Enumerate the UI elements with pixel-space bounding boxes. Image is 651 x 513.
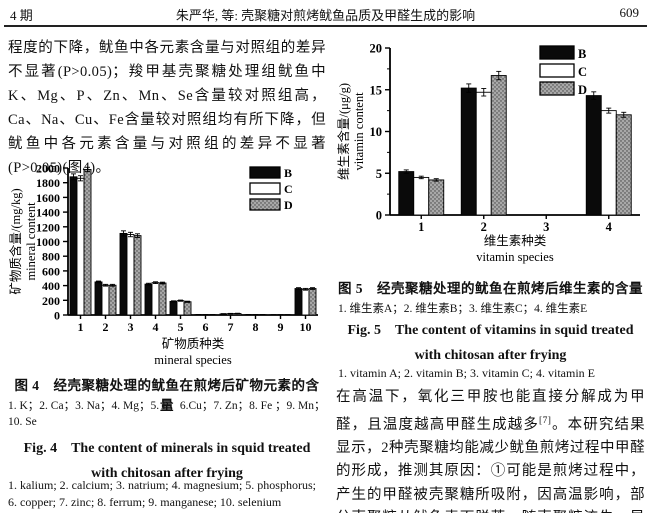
bar-B-1 (69, 176, 78, 316)
x-axis-title-en: vitamin species (476, 250, 554, 264)
y-tick-label: 0 (54, 309, 60, 323)
bar-C-1 (413, 176, 430, 216)
x-tick-label: 10 (300, 320, 312, 334)
x-tick-label: 9 (278, 320, 284, 334)
bar-D-2 (108, 284, 117, 316)
y-tick-label: 10 (370, 125, 383, 139)
bar-B-5 (169, 300, 178, 316)
bar-C-2 (475, 91, 492, 216)
legend-label-C: C (578, 65, 587, 79)
fig5-items-zh: 1. 维生素A；2. 维生素B；3. 维生素C；4. 维生素E (338, 303, 588, 315)
x-tick-label: 4 (153, 320, 159, 334)
y-tick-label: 15 (370, 83, 383, 97)
bar-B-10 (294, 288, 303, 316)
bar-B-1 (398, 171, 415, 216)
bar-B-2 (94, 281, 103, 316)
legend-swatch-C (539, 63, 575, 78)
x-axis-title-zh: 矿物质种类 (162, 337, 225, 351)
page-number: 609 (619, 5, 640, 20)
x-tick-label: 6 (203, 320, 209, 334)
bar-D-2 (490, 75, 507, 216)
x-tick-label: 8 (253, 320, 259, 334)
legend-label-D: D (578, 83, 587, 97)
legend-swatch-B (539, 45, 575, 60)
bar-D-1 (428, 179, 445, 216)
fig4-caption-en: Fig. 4 The content of minerals in squid … (23, 441, 311, 481)
bar-C-2 (101, 284, 110, 316)
y-tick-label: 1200 (36, 220, 60, 234)
y-tick-label: 5 (376, 167, 382, 181)
bar-D-5 (183, 301, 192, 316)
y-tick-label: 1400 (36, 206, 60, 220)
running-title: 朱严华, 等: 壳聚糖对煎烤鱿鱼品质及甲醛生成的影响 (175, 8, 476, 23)
fig4-items-zh: 1. K；2. Ca；3. Na；4. Mg；5. P；6.Cu；7. Zn；8… (8, 400, 326, 428)
paragraph-mineral-discussion: 程度的下降，鱿鱼中各元素含量与对照组的差异不显著(P>0.05)；羧甲基壳聚糖处… (8, 40, 326, 176)
legend-label-C: C (284, 182, 293, 196)
y-tick-label: 20 (370, 42, 383, 56)
header-rule (4, 25, 647, 27)
bar-C-4 (600, 110, 617, 216)
y-axis-title-zh: 维生素含量/(μg/g) (336, 83, 351, 180)
bar-C-10 (301, 288, 310, 316)
legend-swatch-D (249, 198, 281, 211)
fig5-caption-zh: 图 5 经壳聚糖处理的鱿鱼在煎烤后维生素的含量 (337, 281, 644, 296)
x-tick-label: 3 (543, 220, 549, 234)
x-axis-title-zh: 维生素种类 (484, 234, 547, 248)
y-tick-label: 600 (42, 264, 60, 278)
bar-B-3 (119, 232, 128, 316)
bar-C-3 (126, 234, 135, 316)
fig5-items-en: 1. vitamin A; 2. vitamin B; 3. vitamin C… (338, 366, 595, 380)
legend-label-B: B (284, 166, 292, 180)
x-tick-label: 3 (128, 320, 134, 334)
y-axis-title-en: mineral content (24, 202, 38, 281)
bar-B-2 (460, 87, 477, 216)
x-tick-label: 2 (103, 320, 109, 334)
bar-C-1 (76, 177, 85, 316)
paragraph-text-before-ref: 在高温下，氧化三甲胺也能直接分解成为甲醛，且温度越高甲醛生成越多 (336, 389, 645, 433)
bar-D-3 (133, 235, 142, 316)
y-tick-label: 0 (376, 209, 382, 223)
legend-label-B: B (578, 47, 586, 61)
vitamin-bar-chart: 0 5 10 15 20 1 2 3 4 维生素含量/(μg/g) vitamin content 维… (336, 42, 640, 264)
x-tick-label: 7 (228, 320, 234, 334)
page-header: 4 期 朱严华, 等: 壳聚糖对煎烤鱿鱼品质及甲醛生成的影响 609 (0, 5, 651, 23)
x-tick-label: 2 (481, 220, 487, 234)
reference-superscript: [7] (539, 415, 552, 426)
paragraph-formaldehyde-discussion: 在高温下，氧化三甲胺也能直接分解成为甲醛，且温度越高甲醛生成越多[7]。本研究结… (336, 386, 645, 513)
x-tick-label: 1 (78, 320, 84, 334)
y-tick-label: 200 (42, 294, 60, 308)
bar-B-4 (585, 95, 602, 216)
bar-D-1 (83, 169, 92, 316)
bar-D-10 (308, 288, 317, 316)
bar-D-4 (615, 114, 632, 216)
y-axis-title-en: vitamin content (352, 92, 366, 171)
fig4-items-en: 1. kalium; 2. calcium; 3. natrium; 4. ma… (8, 478, 316, 509)
y-tick-label: 2000 (36, 162, 60, 176)
issue-number: 4 期 (10, 8, 33, 23)
legend-swatch-B (249, 166, 281, 179)
y-tick-label: 400 (42, 279, 60, 293)
legend-swatch-C (249, 182, 281, 195)
fig4-caption-zh: 图 4 经壳聚糖处理的鱿鱼在煎烤后矿物元素的含量 (14, 378, 320, 413)
bar-B-4 (144, 283, 153, 316)
y-tick-label: 1800 (36, 176, 60, 190)
x-axis-title-en: mineral species (154, 353, 232, 367)
y-tick-label: 1000 (36, 235, 60, 249)
x-tick-label: 4 (606, 220, 613, 234)
bar-C-4 (151, 282, 160, 316)
bar-D-4 (158, 282, 167, 316)
y-tick-label: 800 (42, 250, 60, 264)
bar-C-5 (176, 300, 185, 316)
x-tick-label: 1 (418, 220, 424, 234)
y-tick-label: 1600 (36, 191, 60, 205)
legend-label-D: D (284, 198, 293, 212)
x-tick-label: 5 (178, 320, 184, 334)
paragraph-text-after-ref: 。本研究结果显示，2种壳聚糖均能减少鱿鱼煎烤过程中甲醛的形成，推测其原因：①可能… (336, 416, 645, 513)
y-axis-title-zh: 矿物质含量/(mg/kg) (8, 188, 23, 294)
fig5-caption-en: Fig. 5 The content of vitamins in squid … (347, 323, 634, 363)
legend-swatch-D (539, 81, 575, 96)
